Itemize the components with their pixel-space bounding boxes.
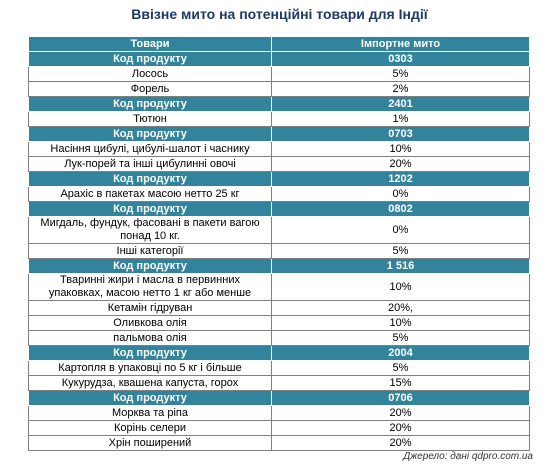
- duty-cell: 20%: [271, 435, 530, 451]
- duty-cell: 0%: [271, 216, 530, 244]
- product-cell: Код продукту: [28, 345, 272, 361]
- product-cell: Код продукту: [28, 96, 272, 112]
- duty-cell: 2401: [271, 96, 530, 112]
- title: Ввізне мито на потенційні товари для Інд…: [131, 6, 428, 22]
- product-cell: Хрін поширений: [28, 435, 272, 451]
- item-row: Форель 2%: [28, 81, 530, 97]
- code-row: Код продукту 1202: [28, 171, 530, 187]
- duty-cell: 0303: [271, 51, 530, 67]
- source: Джерело: дані qdpro.com.ua: [403, 451, 533, 462]
- header-row: Товари Імпортне мито: [28, 36, 530, 52]
- product-cell: Інші категорії: [28, 243, 272, 259]
- duty-cell: 5%: [271, 360, 530, 376]
- product-cell: Код продукту: [28, 201, 272, 217]
- duty-cell: 2%: [271, 81, 530, 97]
- duty-cell: 20%,: [271, 300, 530, 316]
- item-row: Арахіс в пакетах масою нетто 25 кг 0%: [28, 186, 530, 202]
- duty-cell: 10%: [271, 315, 530, 331]
- duty-cell: 15%: [271, 375, 530, 391]
- product-cell: пальмова олія: [28, 330, 272, 346]
- product-cell: Тютюн: [28, 111, 272, 127]
- product-cell: Корінь селери: [28, 420, 272, 436]
- duty-cell: 10%: [271, 141, 530, 157]
- item-row: Оливкова олія 10%: [28, 315, 530, 331]
- product-cell: Код продукту: [28, 258, 272, 274]
- duty-cell: 0%: [271, 186, 530, 202]
- product-cell: Тваринні жири і масла в первинних упаков…: [28, 273, 272, 301]
- duty-cell: 5%: [271, 66, 530, 82]
- product-cell: Кетамін гідруван: [28, 300, 272, 316]
- item-row: Інші категорії 5%: [28, 243, 530, 259]
- duty-cell: 20%: [271, 405, 530, 421]
- product-cell: Арахіс в пакетах масою нетто 25 кг: [28, 186, 272, 202]
- duty-cell: 20%: [271, 420, 530, 436]
- item-row: Кетамін гідруван 20%,: [28, 300, 530, 316]
- item-row: Насіння цибулі, цибулі-шалот і часнику 10…: [28, 141, 530, 157]
- duty-cell: 1202: [271, 171, 530, 187]
- product-cell: Морква та ріпа: [28, 405, 272, 421]
- code-row: Код продукту 0802: [28, 201, 530, 217]
- product-cell: Код продукту: [28, 51, 272, 67]
- product-cell: Код продукту: [28, 171, 272, 187]
- product-cell: Лук-порей та інші цибулинні овочі: [28, 156, 272, 172]
- duty-table: Товари Імпортне мито Код продукту 0303 Лос…: [28, 36, 530, 451]
- duty-cell: 5%: [271, 330, 530, 346]
- duty-cell: 0706: [271, 390, 530, 406]
- item-row: Лук-порей та інші цибулинні овочі 20%: [28, 156, 530, 172]
- duty-cell: 10%: [271, 273, 530, 301]
- duty-cell: 1 516: [271, 258, 530, 274]
- product-cell: Мигдаль, фундук, фасовані в пакети вагою…: [28, 216, 272, 244]
- item-row: Картопля в упаковці по 5 кг і більше 5%: [28, 360, 530, 376]
- product-cell: Код продукту: [28, 126, 272, 142]
- item-row: Мигдаль, фундук, фасовані в пакети вагою…: [28, 216, 530, 244]
- item-row: Корінь селери 20%: [28, 420, 530, 436]
- code-row: Код продукту 0303: [28, 51, 530, 67]
- product-cell: Лосось: [28, 66, 272, 82]
- item-row: Хрін поширений 20%: [28, 435, 530, 451]
- header-cell: Товари: [28, 36, 272, 52]
- product-cell: Картопля в упаковці по 5 кг і більше: [28, 360, 272, 376]
- code-row: Код продукту 1 516: [28, 258, 530, 274]
- item-row: Тваринні жири і масла в первинних упаков…: [28, 273, 530, 301]
- item-row: Тютюн 1%: [28, 111, 530, 127]
- table-body: Товари Імпортне мито Код продукту 0303 Лос…: [28, 36, 530, 451]
- duty-cell: 20%: [271, 156, 530, 172]
- code-row: Код продукту 0706: [28, 390, 530, 406]
- duty-cell: 0802: [271, 201, 530, 217]
- duty-cell: 0703: [271, 126, 530, 142]
- product-cell: Форель: [28, 81, 272, 97]
- product-cell: Насіння цибулі, цибулі-шалот і часнику: [28, 141, 272, 157]
- duty-cell: 5%: [271, 243, 530, 259]
- code-row: Код продукту 2004: [28, 345, 530, 361]
- duty-cell: 1%: [271, 111, 530, 127]
- item-row: Лосось 5%: [28, 66, 530, 82]
- code-row: Код продукту 2401: [28, 96, 530, 112]
- product-cell: Код продукту: [28, 390, 272, 406]
- item-row: пальмова олія 5%: [28, 330, 530, 346]
- item-row: Морква та ріпа 20%: [28, 405, 530, 421]
- item-row: Кукурудза, квашена капуста, горох 15%: [28, 375, 530, 391]
- code-row: Код продукту 0703: [28, 126, 530, 142]
- header-cell: Імпортне мито: [271, 36, 530, 52]
- product-cell: Кукурудза, квашена капуста, горох: [28, 375, 272, 391]
- duty-cell: 2004: [271, 345, 530, 361]
- product-cell: Оливкова олія: [28, 315, 272, 331]
